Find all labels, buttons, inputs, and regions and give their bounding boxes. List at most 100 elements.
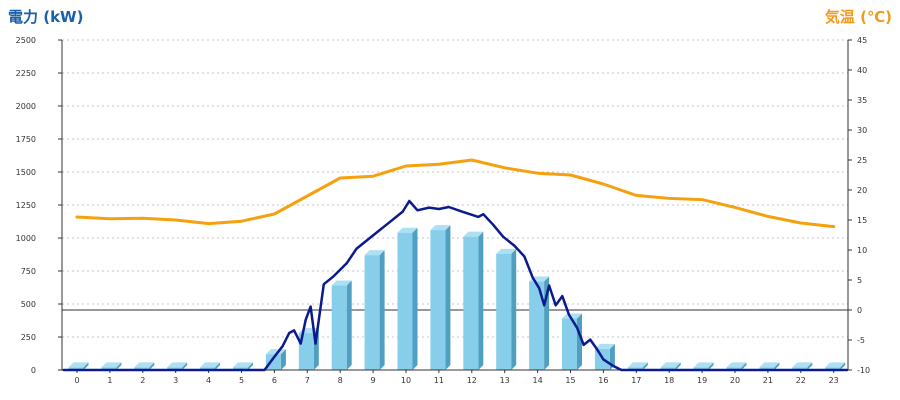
- x-tick-label: 3: [173, 376, 178, 385]
- x-tick-label: 9: [371, 376, 376, 385]
- x-tick-label: 22: [796, 376, 806, 385]
- power-bar: [331, 280, 352, 370]
- bar-face: [627, 367, 643, 370]
- power-bar: [825, 362, 846, 370]
- bar-side: [478, 231, 484, 370]
- bar-top: [660, 362, 681, 368]
- x-tick-label: 17: [631, 376, 641, 385]
- bar-face: [693, 367, 709, 370]
- bar-side: [215, 362, 221, 370]
- right-tick-label: 5: [857, 276, 862, 285]
- bar-face: [364, 255, 380, 370]
- right-tick-label: 45: [857, 36, 867, 45]
- bar-side: [675, 362, 681, 370]
- bar-side: [741, 362, 747, 370]
- right-tick-label: -5: [857, 336, 865, 345]
- power-bar: [101, 362, 122, 370]
- data-lines: [62, 158, 849, 372]
- power-bar: [463, 231, 484, 370]
- x-tick-label: 2: [140, 376, 145, 385]
- bar-side: [346, 280, 352, 370]
- power-bar: [397, 227, 418, 370]
- right-tick-label: -10: [857, 366, 870, 375]
- bar-face: [331, 285, 347, 370]
- bar-top: [134, 362, 155, 368]
- bar-top: [430, 225, 451, 231]
- left-tick-label: 2500: [16, 36, 36, 45]
- bar-side: [840, 362, 846, 370]
- x-tick-label: 11: [434, 376, 444, 385]
- bar-top: [101, 362, 122, 368]
- bar-side: [182, 362, 188, 370]
- power-bar: [627, 362, 648, 370]
- power-bar: [233, 362, 253, 370]
- left-tick-label: 1500: [16, 168, 36, 177]
- bar-side: [445, 225, 451, 370]
- bar-top: [562, 313, 582, 319]
- bar-top: [233, 362, 253, 368]
- bar-side: [83, 362, 89, 370]
- right-tick-label: 15: [857, 216, 867, 225]
- x-tick-label: 10: [401, 376, 411, 385]
- tick-labels: 0 250 500 750 1000 1250 1500 1750 2000 2250 2500 -1…: [16, 36, 870, 385]
- bar-top: [68, 362, 89, 368]
- left-axis-title: 電力 (kW): [8, 8, 83, 26]
- power-bar: [167, 362, 188, 370]
- x-tick-label: 8: [338, 376, 343, 385]
- bar-side: [280, 349, 286, 370]
- bar-top: [825, 362, 846, 368]
- bar-face: [265, 354, 281, 370]
- bar-top: [397, 227, 418, 233]
- left-tick-label: 1750: [16, 135, 36, 144]
- power-line: [62, 199, 849, 372]
- gridlines: [62, 39, 848, 338]
- left-tick-label: 1000: [16, 234, 36, 243]
- power-bar: [265, 349, 286, 370]
- bar-top: [726, 362, 747, 368]
- left-tick-label: 1250: [16, 201, 36, 210]
- bar-face: [167, 367, 183, 370]
- bar-side: [774, 362, 780, 370]
- left-tick-label: 750: [21, 267, 36, 276]
- x-tick-label: 18: [664, 376, 674, 385]
- power-bar: [792, 362, 813, 370]
- x-tick-label: 21: [763, 376, 773, 385]
- power-bars: [68, 225, 846, 370]
- bar-top: [167, 362, 188, 368]
- right-tick-label: 20: [857, 186, 867, 195]
- bar-top: [759, 362, 780, 368]
- bar-face: [200, 367, 216, 370]
- x-tick-label: 12: [467, 376, 477, 385]
- bar-side: [149, 362, 155, 370]
- x-tick-label: 14: [533, 376, 543, 385]
- bar-face: [430, 230, 446, 370]
- right-tick-label: 0: [857, 306, 862, 315]
- bar-face: [463, 236, 479, 370]
- right-tick-label: 30: [857, 126, 867, 135]
- bar-top: [200, 362, 221, 368]
- bar-face: [792, 367, 808, 370]
- bar-side: [379, 250, 385, 370]
- bar-side: [116, 362, 122, 370]
- left-tick-label: 250: [21, 333, 36, 342]
- power-bar: [660, 362, 681, 370]
- bar-face: [562, 318, 577, 370]
- power-bar: [134, 362, 155, 370]
- bar-top: [792, 362, 813, 368]
- bar-face: [759, 367, 775, 370]
- bar-top: [364, 250, 385, 256]
- bar-face: [825, 367, 841, 370]
- power-bar: [759, 362, 780, 370]
- left-tick-label: 2000: [16, 102, 36, 111]
- bar-face: [660, 367, 676, 370]
- left-tick-label: 500: [21, 300, 36, 309]
- right-tick-label: 10: [857, 246, 867, 255]
- bar-top: [594, 343, 615, 349]
- bar-side: [248, 362, 253, 370]
- x-tick-label: 19: [697, 376, 707, 385]
- power-bar: [693, 362, 714, 370]
- power-bar: [562, 313, 582, 370]
- power-bar: [496, 248, 517, 370]
- left-tick-label: 2250: [16, 69, 36, 78]
- bar-top: [496, 248, 517, 254]
